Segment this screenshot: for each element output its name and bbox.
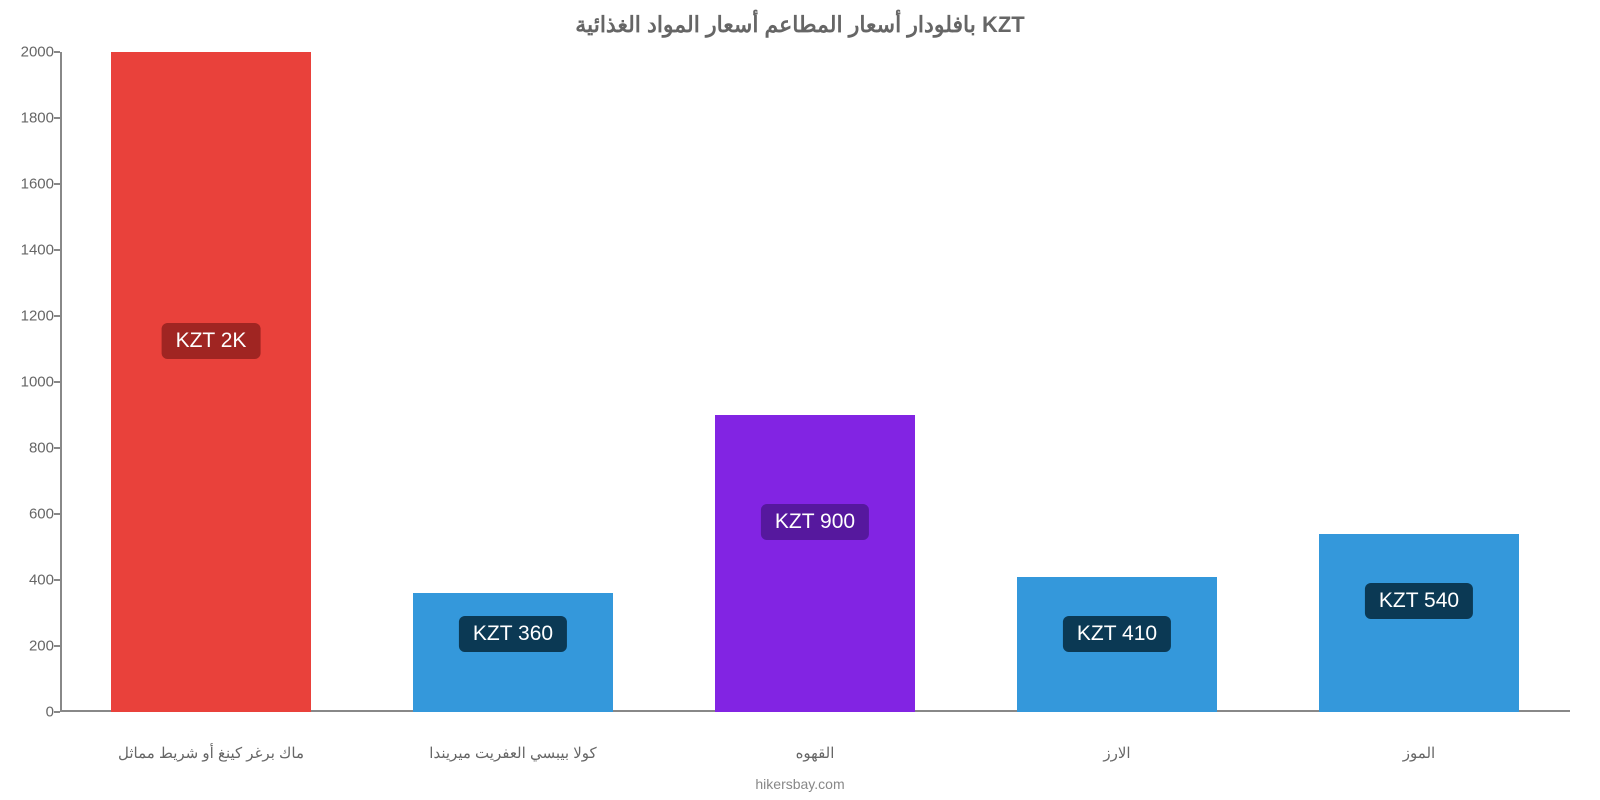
x-tick-label: الارز [1103, 744, 1130, 762]
y-tick-mark [54, 513, 60, 515]
value-badge: KZT 410 [1063, 616, 1171, 652]
bar [111, 52, 310, 712]
y-tick-mark [54, 447, 60, 449]
footer-attribution: hikersbay.com [0, 776, 1600, 792]
y-tick-mark [54, 381, 60, 383]
bar [1319, 534, 1518, 712]
chart-title: بافلودار أسعار المطاعم أسعار المواد الغذ… [0, 0, 1600, 46]
y-tick-mark [54, 315, 60, 317]
value-badge: KZT 900 [761, 504, 869, 540]
y-tick-mark [54, 579, 60, 581]
y-tick-mark [54, 51, 60, 53]
y-tick-label: 1600 [10, 176, 54, 193]
value-badge: KZT 360 [459, 616, 567, 652]
plot-area: 0200400600800100012001400160018002000 KZ… [60, 52, 1570, 712]
x-tick-label: ماك برغر كينغ أو شريط مماثل [118, 744, 304, 762]
y-axis [60, 52, 62, 712]
y-tick-label: 1200 [10, 308, 54, 325]
y-tick-label: 1800 [10, 110, 54, 127]
bar [413, 593, 612, 712]
y-tick-label: 200 [10, 638, 54, 655]
y-tick-label: 1400 [10, 242, 54, 259]
y-tick-mark [54, 711, 60, 713]
x-axis-labels: ماك برغر كينغ أو شريط مماثل كولا بيبسي ال… [60, 744, 1570, 768]
y-tick-mark [54, 645, 60, 647]
x-tick-label: كولا بيبسي العفريت ميريندا [429, 744, 596, 762]
y-tick-label: 0 [10, 704, 54, 721]
value-badge: KZT 540 [1365, 583, 1473, 619]
value-badge: KZT 2K [162, 323, 261, 359]
y-tick-mark [54, 249, 60, 251]
y-tick-label: 1000 [10, 374, 54, 391]
y-tick-label: 2000 [10, 44, 54, 61]
x-tick-label: القهوه [796, 744, 835, 762]
chart-container: 0200400600800100012001400160018002000 KZ… [60, 52, 1570, 740]
bar [715, 415, 914, 712]
y-tick-label: 400 [10, 572, 54, 589]
x-tick-label: الموز [1403, 744, 1435, 762]
y-tick-mark [54, 183, 60, 185]
y-tick-label: 800 [10, 440, 54, 457]
y-tick-mark [54, 117, 60, 119]
y-tick-label: 600 [10, 506, 54, 523]
